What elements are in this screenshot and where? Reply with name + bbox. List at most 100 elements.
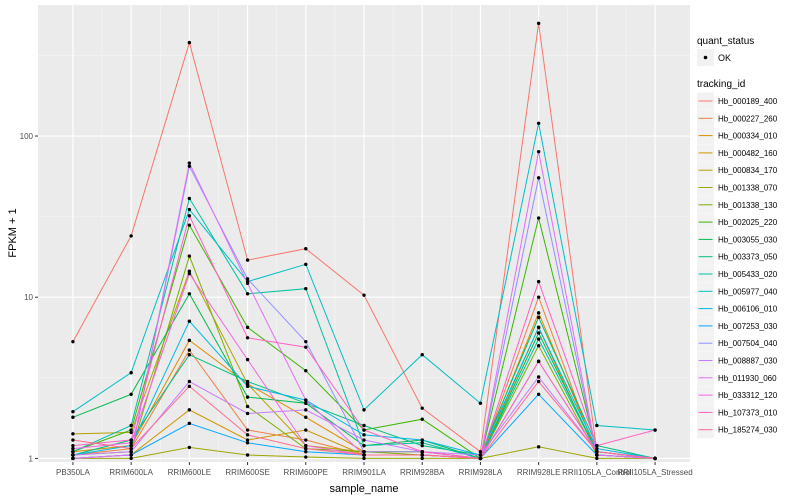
data-point-Hb_000189_400 (71, 339, 75, 344)
data-point-Hb_003055_030 (536, 331, 541, 335)
color-legend-entries: Hb_000189_400 Hb_000227_260 Hb_000334_010 H… (697, 92, 778, 439)
data-point-Hb_185274_030 (653, 456, 657, 461)
data-point-Hb_000834_170 (71, 432, 75, 436)
data-point-Hb_005977_040 (536, 121, 541, 125)
data-point-Hb_002025_220 (187, 223, 192, 227)
shape-legend-title: quant_status (697, 36, 754, 47)
data-point-Hb_008887_030 (478, 453, 483, 457)
data-point-Hb_107373_010 (595, 443, 599, 448)
data-point-Hb_007253_030 (304, 450, 308, 454)
x-tick-label: RRIM600PE (284, 468, 328, 477)
data-point-Hb_007253_030 (245, 441, 250, 445)
color-legend-label: Hb_107373_010 (718, 408, 778, 417)
data-point-Hb_001338_130 (536, 344, 541, 348)
data-point-Hb_107373_010 (362, 428, 366, 432)
color-legend-label: Hb_003373_050 (718, 253, 778, 262)
data-point-Hb_007253_030 (187, 421, 192, 426)
data-point-Hb_000189_400 (420, 406, 424, 410)
color-legend-label: Hb_005433_020 (718, 270, 778, 279)
data-point-Hb_006106_010 (536, 325, 541, 330)
legend: quant_status OK tracking_id Hb_000189_40… (697, 36, 778, 439)
y-tick-label: 10 (24, 293, 33, 302)
data-point-Hb_033312_120 (187, 271, 192, 276)
data-point-Hb_001338_070 (536, 445, 541, 449)
data-point-Hb_033312_120 (536, 359, 541, 364)
data-point-Hb_001338_130 (187, 254, 192, 258)
color-legend-label: Hb_005977_040 (718, 287, 778, 296)
color-legend-label: Hb_000334_010 (718, 132, 778, 141)
x-tick-label: RRIM600SE (225, 468, 269, 477)
data-point-Hb_002025_220 (536, 216, 541, 220)
data-point-Hb_185274_030 (304, 446, 308, 451)
data-point-Hb_005977_040 (362, 408, 366, 412)
data-point-Hb_011930_060 (536, 149, 541, 154)
data-point-Hb_005977_040 (478, 401, 483, 405)
data-point-Hb_005977_040 (187, 207, 192, 212)
data-point-Hb_000834_170 (129, 430, 133, 435)
x-tick-label: RRIM600LE (168, 468, 212, 477)
data-point-Hb_107373_010 (420, 450, 424, 454)
data-point-Hb_006106_010 (595, 446, 599, 451)
data-point-Hb_002025_220 (304, 369, 308, 373)
data-point-Hb_008887_030 (304, 408, 308, 412)
color-legend-label: Hb_000482_160 (718, 149, 778, 158)
color-legend-label: Hb_008887_030 (718, 357, 778, 366)
data-point-Hb_005433_020 (129, 423, 133, 428)
data-point-Hb_000227_260 (245, 428, 250, 432)
data-point-Hb_000189_400 (187, 40, 192, 45)
data-point-Hb_007504_040 (304, 339, 308, 344)
series-points (71, 21, 657, 461)
color-legend-label: Hb_000834_170 (718, 166, 778, 175)
data-point-Hb_001338_070 (362, 456, 366, 461)
data-point-Hb_003373_050 (362, 423, 366, 428)
shape-legend-label: OK (718, 53, 731, 63)
data-point-Hb_006106_010 (362, 433, 366, 437)
data-point-Hb_001338_130 (245, 404, 250, 409)
data-point-Hb_000227_260 (304, 438, 308, 442)
data-point-Hb_007253_030 (536, 392, 541, 396)
data-point-Hb_107373_010 (245, 336, 250, 340)
data-point-Hb_005433_020 (420, 441, 424, 445)
data-point-Hb_005977_040 (420, 352, 424, 357)
data-point-Hb_006106_010 (245, 384, 250, 389)
data-point-Hb_008887_030 (129, 450, 133, 454)
data-point-Hb_006106_010 (187, 319, 192, 323)
data-point-Hb_000227_260 (536, 295, 541, 299)
data-point-Hb_001338_070 (420, 456, 424, 461)
data-point-Hb_033312_120 (245, 357, 250, 362)
x-tick-label: RRII105LA_Control (562, 468, 632, 477)
color-legend-label: Hb_033312_120 (718, 391, 778, 400)
x-tick-label: RRII105LA_Stressed (617, 468, 692, 477)
y-axis-title: FPKM + 1 (7, 208, 19, 257)
data-point-Hb_008887_030 (362, 438, 366, 442)
data-point-Hb_003373_050 (536, 315, 541, 320)
data-point-Hb_107373_010 (71, 443, 75, 448)
data-point-Hb_007504_040 (362, 450, 366, 454)
data-point-Hb_000189_400 (478, 450, 483, 454)
data-point-Hb_005977_040 (304, 262, 308, 267)
data-point-Hb_003373_050 (245, 379, 250, 384)
data-point-Hb_000189_400 (362, 293, 366, 297)
data-point-Hb_000482_160 (304, 428, 308, 432)
data-point-Hb_005433_020 (536, 337, 541, 341)
shape-legend-entries: OK (697, 49, 731, 66)
color-legend-label: Hb_000227_260 (718, 114, 778, 123)
data-point-Hb_007504_040 (536, 176, 541, 180)
data-point-Hb_003373_050 (187, 352, 192, 357)
data-point-Hb_033312_120 (129, 441, 133, 445)
data-point-Hb_185274_030 (187, 384, 192, 389)
data-point-Hb_001338_070 (129, 456, 133, 461)
data-point-Hb_011930_060 (595, 453, 599, 457)
data-point-Hb_000834_170 (187, 269, 192, 273)
data-point-Hb_006106_010 (129, 443, 133, 448)
data-point-Hb_000334_010 (536, 311, 541, 315)
data-point-Hb_002025_220 (129, 428, 133, 432)
data-point-Hb_003373_050 (304, 401, 308, 405)
data-point-Hb_000834_170 (245, 382, 250, 386)
data-point-Hb_107373_010 (304, 345, 308, 349)
color-legend-label: Hb_003055_030 (718, 235, 778, 244)
data-point-Hb_006106_010 (420, 438, 424, 442)
x-tick-label: RRIM600LA (109, 468, 153, 477)
data-point-Hb_008887_030 (71, 453, 75, 457)
data-point-Hb_005433_020 (304, 286, 308, 291)
